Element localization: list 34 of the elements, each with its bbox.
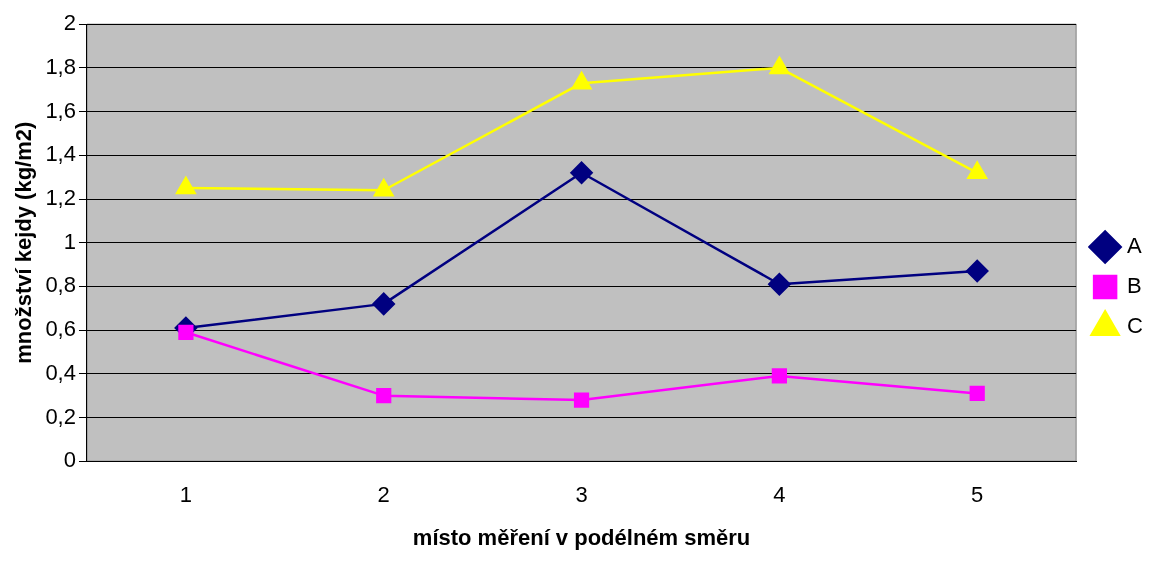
y-tick-label: 0,6 [45,316,76,342]
point [372,292,395,316]
point [769,56,790,75]
y-tick-label: 0,4 [45,359,76,385]
point [768,272,791,296]
legend-label: C [1127,313,1144,339]
legend-label: B [1127,273,1142,299]
legend-label: A [1127,233,1143,259]
y-tick-label: 1 [63,228,76,254]
y-tick-label: 1,6 [45,97,76,123]
point [376,388,392,404]
x-axis-title: místo měření v podélném směru [412,524,751,550]
y-tick-label: 1,4 [45,141,76,167]
y-tick-label: 2 [63,10,76,36]
y-axis-title: množství kejdy (kg/m2) [11,121,37,364]
y-tick-label: 0 [63,447,76,473]
y-tick-label: 1,8 [45,53,76,79]
point [373,179,394,197]
point [967,161,988,180]
point [175,176,196,195]
y-tick-label: 0,2 [45,403,76,429]
x-tick-label: 1 [179,482,193,508]
point [571,71,592,90]
point [771,368,787,384]
point [969,385,985,402]
x-tick-label: 5 [971,482,984,508]
point [965,259,989,283]
point [573,392,590,408]
x-tick-label: 3 [575,482,588,508]
x-tick-label: 2 [377,482,390,508]
y-tick-label: 1,2 [45,185,76,211]
x-tick-label: 4 [773,482,786,508]
y-tick-label: 0,8 [45,272,76,298]
point [570,161,593,185]
